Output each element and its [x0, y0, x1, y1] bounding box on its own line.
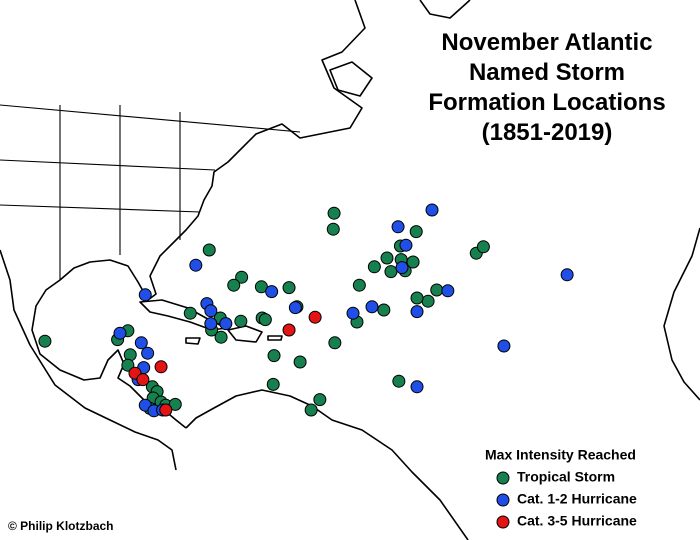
cuba [139, 299, 227, 331]
storm-point [266, 377, 280, 391]
storm-point [141, 346, 155, 360]
storm-point [367, 260, 381, 274]
title-line: November Atlantic [441, 29, 652, 56]
storm-point [202, 243, 216, 257]
storm-point [288, 301, 302, 315]
legend-marker [496, 515, 510, 529]
storm-point [392, 374, 406, 388]
state-borders [0, 104, 301, 280]
storm-point [293, 355, 307, 369]
storm-point [204, 304, 218, 318]
storm-point [327, 206, 341, 220]
storm-point [384, 265, 398, 279]
storm-point [214, 330, 228, 344]
storm-point [395, 261, 409, 275]
storm-point [377, 303, 391, 317]
storm-point [409, 225, 423, 239]
africa-coast [663, 227, 700, 401]
storm-point [406, 255, 420, 269]
storm-point [159, 403, 173, 417]
storm-point [134, 336, 148, 350]
storm-point [219, 317, 233, 331]
storm-point [227, 278, 241, 292]
storm-point [497, 339, 511, 353]
storm-point [308, 310, 322, 324]
puerto-rico [267, 335, 283, 341]
storm-point [410, 305, 424, 319]
storm-point [346, 306, 360, 320]
storm-point [352, 278, 366, 292]
pacific-coast [0, 249, 177, 471]
title-line: Formation Locations [428, 89, 665, 116]
storm-point [365, 300, 379, 314]
storm-point [476, 240, 490, 254]
storm-point [313, 393, 327, 407]
storm-point [391, 220, 405, 234]
title: November Atlantic Named Storm Formation Lo… [428, 29, 665, 146]
title-line: (1851-2019) [482, 119, 613, 146]
storm-points [38, 203, 574, 418]
storm-point [282, 281, 296, 295]
storm-point [410, 380, 424, 394]
greenland-coast [419, 0, 471, 19]
storm-point [136, 373, 150, 387]
storm-point [282, 323, 296, 337]
storm-point [258, 313, 272, 327]
storm-point [421, 294, 435, 308]
legend: Max Intensity Reached Tropical Storm Cat. … [485, 447, 637, 529]
storm-point [204, 317, 218, 331]
storm-point [430, 283, 444, 297]
storm-point [168, 397, 182, 411]
legend-marker [496, 471, 510, 485]
storm-point [267, 349, 281, 363]
storm-point [399, 238, 413, 252]
storm-point [304, 403, 318, 417]
storm-point [113, 326, 127, 340]
title-line: Named Storm [469, 59, 625, 86]
storm-point [560, 268, 574, 282]
storm-point [380, 251, 394, 265]
storm-point [183, 306, 197, 320]
storm-point [38, 334, 52, 348]
legend-marker [496, 493, 510, 507]
storm-point [441, 284, 455, 298]
storm-point [138, 288, 152, 302]
storm-point [234, 314, 248, 328]
storm-point [326, 222, 340, 236]
storm-point [265, 285, 279, 299]
legend-label: Tropical Storm [517, 469, 615, 485]
legend-title: Max Intensity Reached [485, 447, 636, 463]
legend-label: Cat. 3-5 Hurricane [517, 513, 637, 529]
storm-point [410, 291, 424, 305]
newfoundland [329, 61, 373, 97]
storm-point [235, 270, 249, 284]
storm-point [154, 360, 168, 374]
storm-point [425, 203, 439, 217]
storm-point [328, 336, 342, 350]
credit: © Philip Klotzbach [8, 519, 114, 533]
legend-label: Cat. 1-2 Hurricane [517, 491, 637, 507]
storm-point [189, 258, 203, 272]
jamaica [185, 337, 201, 345]
